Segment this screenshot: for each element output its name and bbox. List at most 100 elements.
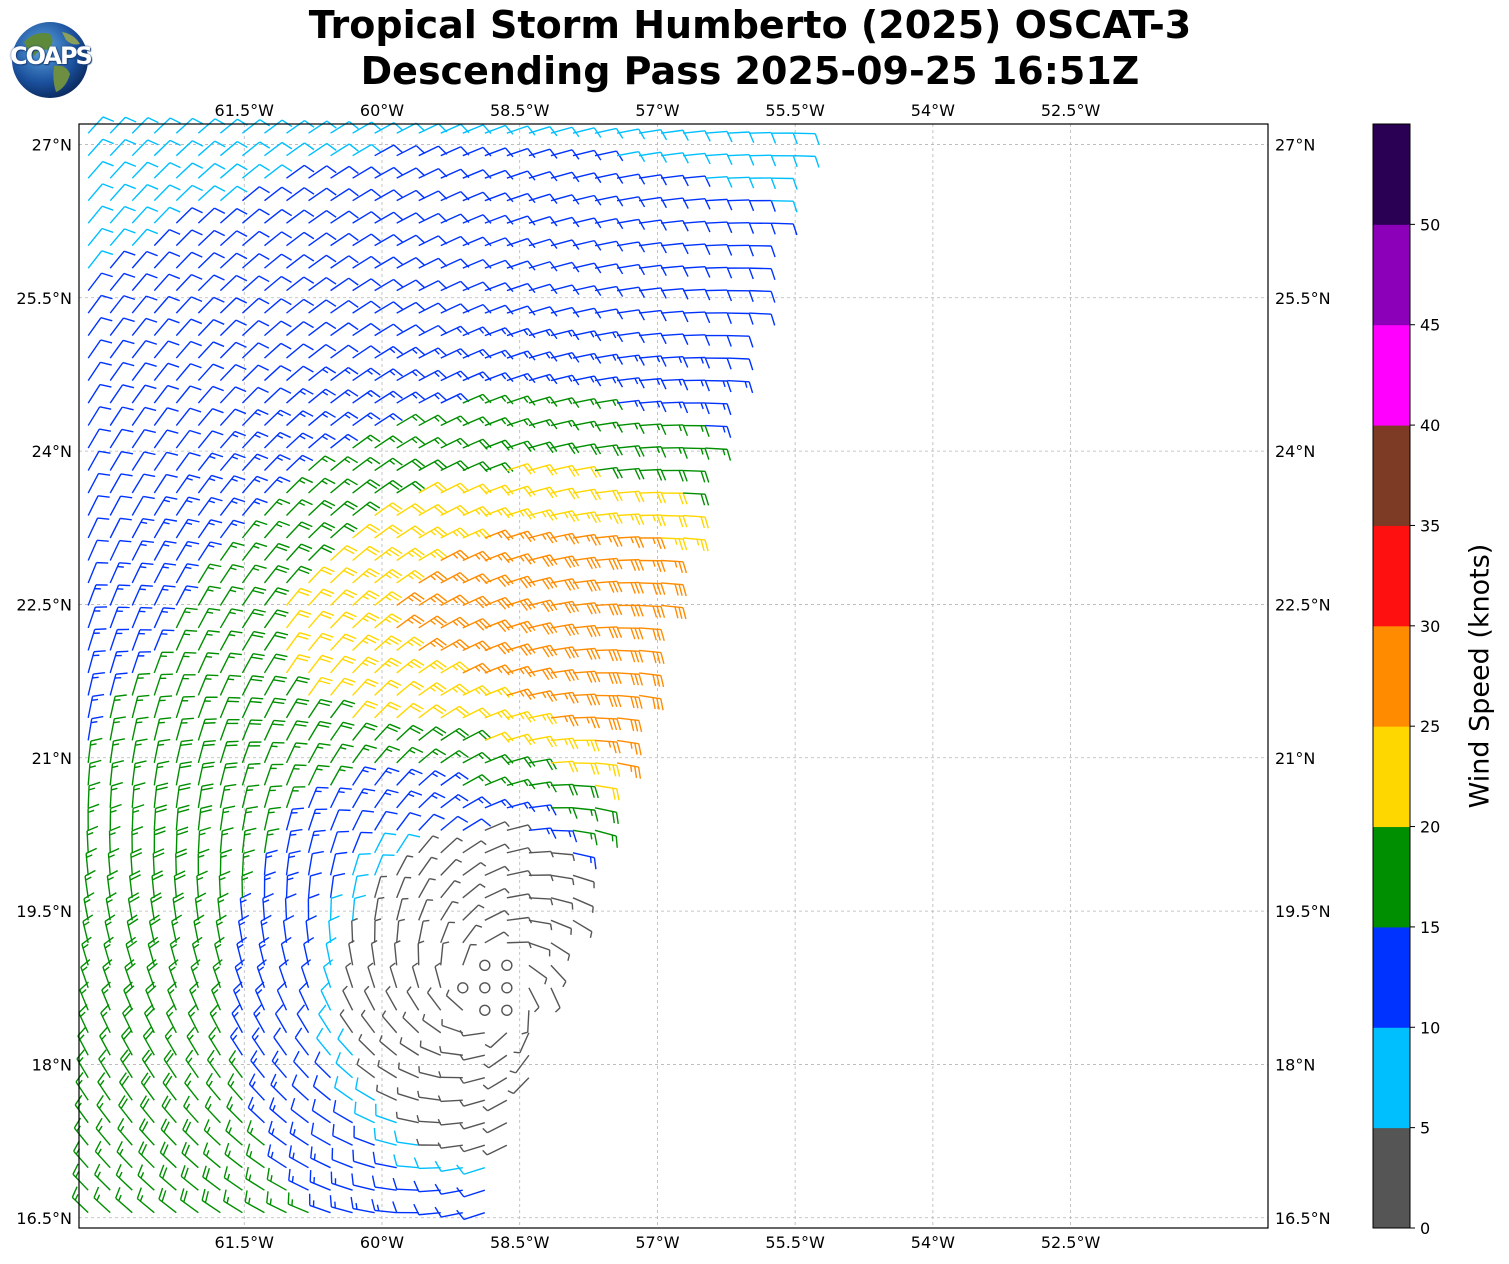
- wind-barb: [616, 399, 645, 412]
- wind-barb: [131, 606, 153, 629]
- wind-barb: [330, 522, 358, 539]
- wind-barb: [307, 893, 320, 921]
- wind-barb: [506, 372, 536, 384]
- lat-tick-label-right: 16.5°N: [1275, 1209, 1331, 1228]
- wind-barb: [506, 643, 536, 657]
- wind-barb: [197, 385, 224, 404]
- wind-barb: [87, 383, 112, 404]
- wind-barb: [100, 1004, 111, 1034]
- wind-barb: [234, 959, 245, 989]
- wind-barb: [75, 1072, 89, 1101]
- colorbar-bin: [1373, 224, 1410, 326]
- wind-barb: [374, 657, 402, 674]
- wind-barb: [528, 735, 558, 748]
- wind-barb: [339, 1009, 354, 1034]
- colorbar-bin: [1373, 1027, 1410, 1129]
- wind-barb: [396, 189, 426, 202]
- wind-barb: [175, 826, 189, 853]
- wind-barb: [793, 132, 820, 145]
- wind-barb: [168, 959, 179, 989]
- wind-barb: [285, 654, 311, 674]
- wind-barb: [87, 584, 108, 606]
- wind-barb: [616, 672, 643, 686]
- wind-barb: [109, 562, 131, 584]
- wind-barb: [241, 542, 268, 561]
- wind-barb: [639, 537, 666, 550]
- wind-barb: [393, 1154, 419, 1169]
- wind-barb: [109, 161, 137, 179]
- wind-barb: [550, 829, 578, 843]
- wind-barb: [109, 650, 129, 674]
- wind-barb: [263, 763, 284, 786]
- wind-barb: [616, 128, 646, 140]
- wind-barb: [87, 671, 105, 696]
- wind-barb: [396, 855, 414, 876]
- wind-barb: [683, 356, 711, 369]
- wind-barb: [506, 260, 536, 271]
- wind-barb: [118, 1095, 133, 1124]
- wind-barb: [179, 1188, 199, 1214]
- wind-barb: [219, 762, 238, 786]
- wind-barb: [98, 1049, 111, 1079]
- wind-barb: [109, 138, 137, 157]
- wind-barb: [241, 520, 268, 539]
- wind-barb: [143, 1004, 155, 1034]
- wind-barb: [248, 1073, 265, 1101]
- wind-barb: [352, 322, 381, 337]
- wind-barb: [396, 346, 426, 359]
- wind-barb: [147, 936, 160, 966]
- wind-barb: [330, 677, 356, 696]
- wind-barb: [506, 778, 536, 790]
- lon-tick-label-bottom: 55.5°W: [765, 1233, 825, 1252]
- wind-barb: [241, 364, 269, 382]
- wind-barb: [462, 818, 492, 831]
- wind-barb: [550, 600, 580, 614]
- wind-barb: [572, 533, 601, 546]
- colorbar-bin: [1373, 625, 1410, 727]
- lon-tick-label-top: 58.5°W: [490, 101, 550, 120]
- wind-barb: [288, 1168, 309, 1191]
- wind-barb: [594, 150, 624, 162]
- wind-barb: [352, 412, 381, 427]
- wind-barb: [87, 272, 113, 292]
- wind-barb: [105, 892, 117, 921]
- wind-barb: [353, 1125, 375, 1146]
- wind-barb: [396, 768, 423, 786]
- wind-barb: [263, 454, 291, 472]
- wind-barb: [219, 408, 247, 427]
- wind-barb: [528, 942, 551, 957]
- wind-barb: [307, 632, 334, 651]
- colorbar-bin: [1373, 726, 1410, 828]
- wind-barb: [484, 641, 514, 655]
- wind-barb: [169, 936, 181, 966]
- wind-barb: [440, 837, 463, 854]
- wind-barb: [330, 232, 359, 247]
- wind-barb: [374, 278, 404, 292]
- wind-barb: [197, 274, 225, 292]
- wind-barb: [661, 129, 689, 141]
- wind-barb: [270, 1073, 287, 1101]
- wind-barb: [229, 1026, 244, 1056]
- wind-barb: [189, 981, 200, 1011]
- wind-barb: [237, 914, 250, 943]
- wind-barb: [594, 195, 624, 207]
- wind-barb: [749, 131, 777, 144]
- wind-barb: [484, 192, 514, 203]
- lon-tick-label-top: 54°W: [911, 101, 955, 120]
- wind-barb: [285, 807, 305, 831]
- wind-barb: [87, 715, 104, 741]
- wind-barb: [109, 716, 126, 741]
- wind-barb: [87, 428, 111, 449]
- wind-barb: [330, 165, 359, 179]
- wind-barb: [506, 215, 536, 226]
- wind-barb: [310, 1146, 331, 1169]
- colorbar: 0 5 10 15 20 25 30 35 40 45 50: [1372, 123, 1440, 1238]
- wind-barb: [594, 649, 622, 662]
- wind-barb: [482, 1099, 508, 1112]
- lat-tick-label-left: 19.5°N: [16, 902, 72, 921]
- wind-barb: [456, 1209, 486, 1221]
- wind-barb: [153, 651, 174, 674]
- wind-barb: [352, 590, 380, 606]
- wind-barb: [484, 664, 514, 676]
- wind-barb: [307, 829, 326, 854]
